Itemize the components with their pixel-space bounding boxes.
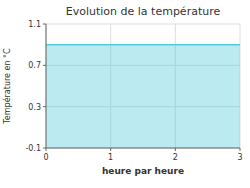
- line: [46, 44, 240, 46]
- tick-label: 0.3: [28, 103, 41, 112]
- y-label: Température en °C: [2, 48, 12, 125]
- x-label: heure par heure: [102, 166, 184, 176]
- tick: [43, 24, 46, 25]
- tick-label: -0.1: [25, 144, 41, 153]
- tick: [43, 148, 46, 149]
- grid-line: [46, 24, 47, 148]
- plot-area: [46, 45, 240, 148]
- tick: [240, 148, 241, 151]
- title: Evolution de la température: [66, 5, 221, 18]
- x-axis: [46, 148, 240, 149]
- grid-line: [46, 148, 240, 149]
- tick: [175, 148, 176, 151]
- tick-label: 0.7: [28, 61, 41, 70]
- y-axis: [46, 24, 47, 148]
- chart: Evolution de la température 0 1 2 3 -0.1 0.3 0.…: [0, 0, 250, 188]
- tick: [43, 106, 46, 107]
- tick: [43, 65, 46, 66]
- tick-label: 1.1: [28, 20, 41, 29]
- tick-label: 1: [108, 153, 113, 162]
- tick: [110, 148, 111, 151]
- grid-line: [46, 24, 240, 25]
- tick-label: 3: [237, 153, 242, 162]
- area: [46, 45, 240, 148]
- tick-label: 2: [173, 153, 178, 162]
- tick-label: 0: [43, 153, 48, 162]
